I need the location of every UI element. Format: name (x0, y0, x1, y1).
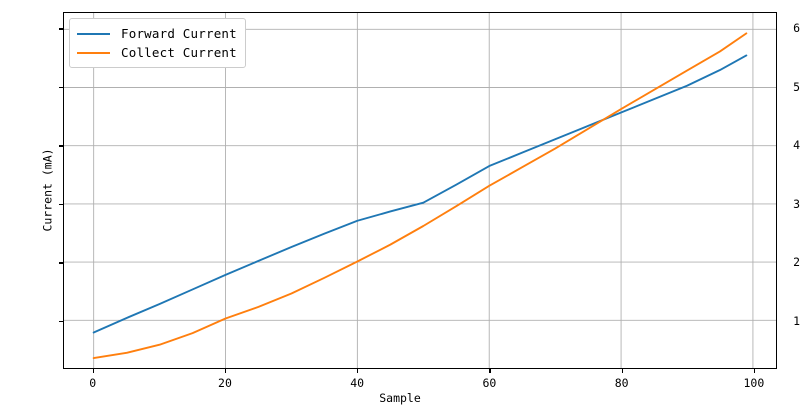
legend-swatch-collect-current (77, 51, 110, 54)
y-tickmark (59, 145, 63, 147)
x-tickmark (753, 369, 756, 373)
chart-legend: Forward Current Collect Current (69, 18, 246, 68)
legend-item-forward-current: Forward Current (77, 24, 237, 43)
x-tick-label: 60 (482, 376, 497, 390)
x-axis-label: Sample (379, 391, 421, 405)
y-tickmark (59, 321, 63, 323)
x-tick-label: 40 (350, 376, 365, 390)
y-tick-label: 3 (793, 196, 800, 211)
y-tick-label: 2 (793, 255, 800, 270)
y-tickmark (59, 86, 63, 89)
x-tick-label: 80 (614, 376, 629, 390)
y-tick-label: 4 (793, 138, 800, 153)
y-tickmark (59, 28, 63, 30)
legend-item-collect-current: Collect Current (77, 43, 237, 62)
y-tickmark (59, 262, 63, 264)
y-tick-label: 6 (793, 21, 800, 36)
x-tickmark (357, 369, 359, 373)
x-tick-label: 0 (89, 376, 97, 390)
y-axis-label: Current (mA) (40, 148, 55, 232)
plot-area (63, 12, 777, 369)
x-tick-label: 20 (218, 376, 232, 390)
y-tick-label: 5 (793, 79, 800, 94)
x-tickmark (489, 369, 491, 373)
y-tick-label: 1 (793, 314, 800, 328)
x-tickmark (224, 369, 227, 373)
legend-label-forward-current: Forward Current (121, 26, 237, 41)
legend-label-collect-current: Collect Current (121, 45, 237, 60)
legend-swatch-forward-current (77, 32, 110, 35)
x-tickmark (92, 369, 95, 373)
data-lines (92, 32, 748, 360)
x-tickmark (621, 369, 623, 373)
x-tick-label: 100 (743, 376, 765, 390)
y-tickmark (59, 203, 63, 206)
